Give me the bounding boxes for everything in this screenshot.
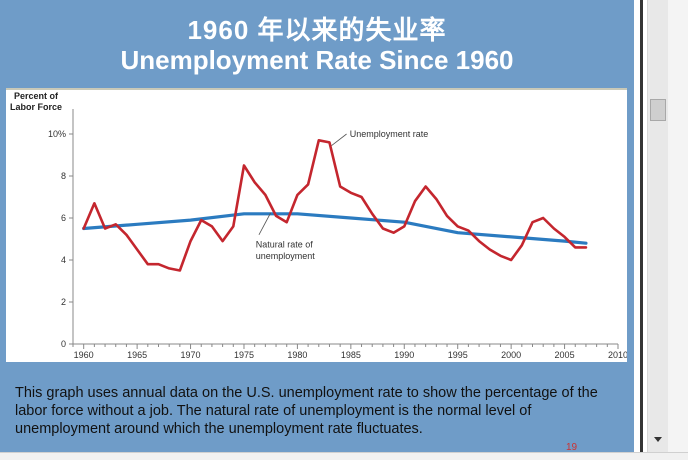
y-tick-label: 2: [61, 297, 66, 307]
x-tick-label: 1985: [341, 350, 361, 360]
x-tick-label: 1975: [234, 350, 254, 360]
x-tick-label: 1960: [74, 350, 94, 360]
x-tick-label: 2000: [501, 350, 521, 360]
y-tick-label: 8: [61, 171, 66, 181]
chart-caption: This graph uses annual data on the U.S. …: [15, 385, 598, 437]
window-frame: [668, 0, 688, 452]
slide-title-english: Unemployment Rate Since 1960: [120, 45, 514, 75]
annotation-unemployment-rate: Unemployment rate: [350, 129, 429, 139]
x-tick-label: 2005: [555, 350, 575, 360]
bottom-edge: [0, 452, 688, 460]
annotation-leader-natural: [258, 212, 272, 235]
x-tick-label: 1995: [448, 350, 468, 360]
x-tick-label: 1990: [394, 350, 414, 360]
x-tick-label: 2010: [608, 350, 627, 360]
x-tick-label: 1970: [181, 350, 201, 360]
page-edge: [634, 0, 644, 452]
vertical-scrollbar[interactable]: [647, 0, 668, 452]
y-axis-label-line1: Percent of: [14, 91, 59, 101]
slide-number: 19: [566, 442, 578, 452]
y-axis-label-line2: Labor Force: [10, 102, 62, 112]
x-tick-label: 1965: [127, 350, 147, 360]
y-tick-label: 4: [61, 255, 66, 265]
annotation-natural-rate-line1: Natural rate of: [256, 239, 314, 249]
scrollbar-thumb[interactable]: [650, 99, 666, 121]
x-tick-label: 1980: [287, 350, 307, 360]
annotation-leader-unemployment: [331, 133, 347, 146]
y-tick-label: 10%: [48, 129, 66, 139]
unemployment-rate-line: [82, 138, 588, 272]
y-tick-label: 0: [61, 339, 66, 349]
page-divider: [640, 0, 643, 452]
annotation-natural-rate-line2: unemployment: [256, 251, 316, 261]
slide: 1960 年以来的失业率 Unemployment Rate Since 196…: [0, 0, 634, 452]
y-tick-label: 6: [61, 213, 66, 223]
natural-rate-line: [82, 212, 588, 245]
chart-panel: Percent of Labor Force 0 2 4 6 8 10% 1960 1965 197…: [6, 88, 627, 362]
chevron-down-icon: [654, 437, 662, 442]
scroll-down-button[interactable]: [650, 430, 666, 448]
slide-title-chinese: 1960 年以来的失业率: [187, 15, 447, 45]
